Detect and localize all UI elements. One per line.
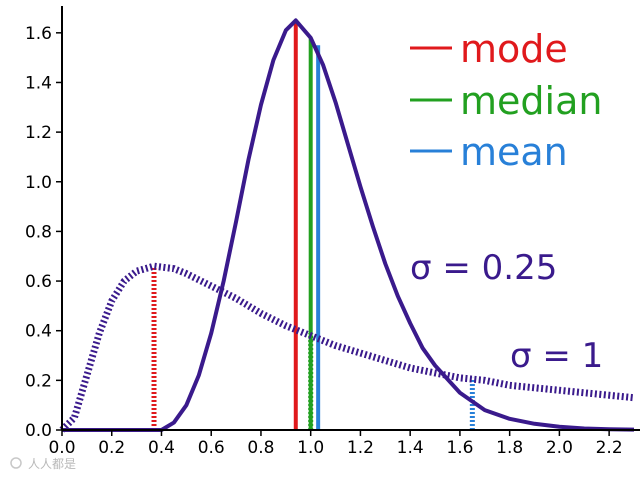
x-tick-label-4: 0.8 (247, 438, 274, 458)
watermark-text: 人人都是 (28, 457, 76, 471)
watermark-icon (10, 457, 22, 469)
y-tick-label-6: 1.2 (25, 123, 52, 143)
legend: mode median mean (410, 27, 602, 174)
y-tick-label-1: 0.2 (25, 371, 52, 391)
y-tick-label-4: 0.8 (25, 222, 52, 242)
x-tick-label-5: 1.0 (297, 438, 324, 458)
legend-label-median: median (460, 79, 602, 123)
x-tick-label-11: 2.2 (596, 438, 623, 458)
legend-label-mean: mean (460, 130, 568, 174)
x-tick-label-1: 0.2 (98, 438, 125, 458)
x-tick-label-9: 1.8 (496, 438, 523, 458)
legend-item-median: median (410, 79, 602, 123)
y-tick-label-2: 0.4 (25, 322, 52, 342)
markers-layer (151, 20, 475, 430)
sigma-1-annotation: σ = 1 (510, 336, 603, 376)
y-tick-label-7: 1.4 (25, 73, 52, 93)
watermark: 人人都是 (10, 457, 76, 471)
sigma-025-annotation: σ = 0.25 (410, 248, 557, 288)
y-tick-label-3: 0.6 (25, 272, 52, 292)
series-line-dotted (59, 262, 635, 433)
x-tick-label-10: 2.0 (546, 438, 573, 458)
legend-item-mean: mean (410, 130, 568, 174)
x-tick-label-6: 1.2 (347, 438, 374, 458)
series-line-solid (62, 18, 635, 432)
x-tick-label-8: 1.6 (446, 438, 473, 458)
series-layer (59, 18, 635, 433)
x-tick-label-0: 0.0 (48, 438, 75, 458)
legend-label-mode: mode (460, 27, 568, 71)
y-tick-label-8: 1.6 (25, 24, 52, 44)
legend-item-mode: mode (410, 27, 568, 71)
axes-layer (61, 6, 640, 431)
y-tick-label-0: 0.0 (25, 421, 52, 441)
ticks-layer: 0.0 0.2 0.4 0.6 0.8 1.0 1.2 1.4 1.6 1.8 2.0 2.2 0.0 0… (25, 24, 623, 458)
y-tick-label-5: 1.0 (25, 173, 52, 193)
x-tick-label-7: 1.4 (397, 438, 424, 458)
x-tick-label-3: 0.6 (198, 438, 225, 458)
x-tick-label-2: 0.4 (148, 438, 175, 458)
